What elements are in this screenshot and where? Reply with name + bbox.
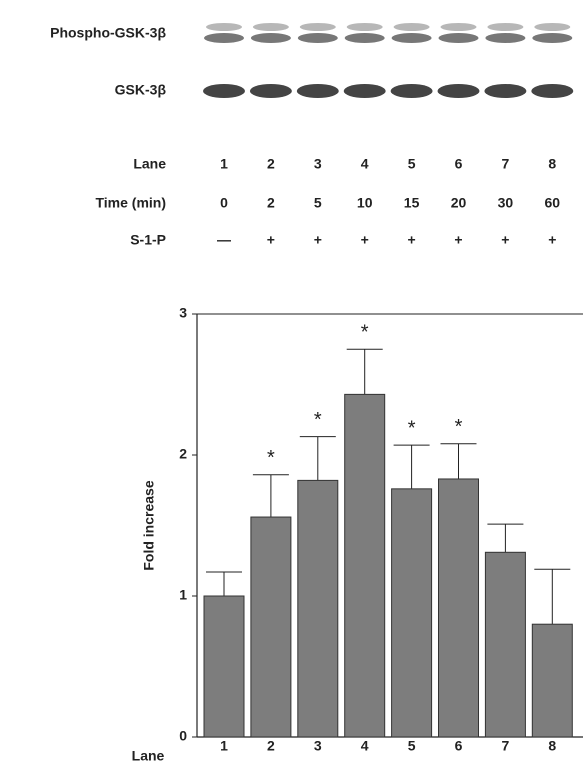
band	[531, 84, 573, 98]
band	[203, 84, 245, 98]
band	[392, 33, 432, 43]
x-tick-label: 8	[548, 738, 556, 754]
y-tick-label: 3	[179, 305, 187, 321]
x-axis-label: Lane	[132, 748, 165, 763]
band	[250, 84, 292, 98]
band	[297, 84, 339, 98]
y-tick-label: 1	[179, 587, 187, 603]
condition-label: Time (min)	[95, 195, 166, 211]
condition-cell: 20	[451, 195, 467, 211]
condition-label: Lane	[133, 156, 166, 172]
band	[251, 33, 291, 43]
band	[485, 33, 525, 43]
condition-cell: 8	[548, 156, 556, 172]
y-tick-label: 0	[179, 728, 187, 744]
band	[206, 23, 242, 31]
page: {"blot": { "row_labels": ["Phospho-GSK-3…	[0, 0, 583, 763]
bar	[345, 394, 385, 737]
condition-cell: 5	[314, 195, 322, 211]
band	[345, 33, 385, 43]
condition-cell: +	[267, 232, 275, 248]
condition-cell: +	[548, 232, 556, 248]
bar	[532, 624, 572, 737]
band	[394, 23, 430, 31]
bar	[392, 489, 432, 737]
condition-cell: 2	[267, 156, 275, 172]
band	[439, 33, 479, 43]
significance-marker: *	[361, 322, 369, 344]
bar	[439, 479, 479, 737]
condition-cell: 60	[545, 195, 561, 211]
x-tick-label: 5	[408, 738, 416, 754]
y-tick-label: 2	[179, 446, 187, 462]
condition-cell: 4	[361, 156, 369, 172]
condition-cell: +	[361, 232, 369, 248]
x-tick-label: 7	[502, 738, 510, 754]
x-tick-label: 4	[361, 738, 369, 754]
condition-cell: +	[408, 232, 416, 248]
x-tick-label: 2	[267, 738, 275, 754]
condition-cell: —	[217, 232, 231, 248]
condition-cell: 30	[498, 195, 514, 211]
band	[347, 23, 383, 31]
condition-cell: 2	[267, 195, 275, 211]
band	[438, 84, 480, 98]
band	[487, 23, 523, 31]
blot-row-label: Phospho-GSK-3β	[50, 25, 166, 41]
band	[391, 84, 433, 98]
condition-cell: +	[454, 232, 462, 248]
significance-marker: *	[267, 447, 275, 469]
band	[532, 33, 572, 43]
band	[298, 33, 338, 43]
condition-cell: 0	[220, 195, 228, 211]
condition-cell: +	[314, 232, 322, 248]
x-tick-label: 1	[220, 738, 228, 754]
x-tick-label: 6	[455, 738, 463, 754]
condition-cell: 10	[357, 195, 373, 211]
bar	[251, 517, 291, 737]
significance-marker: *	[455, 416, 463, 438]
band	[253, 23, 289, 31]
bar	[485, 552, 525, 737]
condition-cell: 3	[314, 156, 322, 172]
band	[300, 23, 336, 31]
condition-label: S-1-P	[130, 232, 166, 248]
blot-row-label: GSK-3β	[115, 82, 167, 98]
bar	[298, 480, 338, 737]
band	[534, 23, 570, 31]
bar	[204, 596, 244, 737]
significance-marker: *	[408, 417, 416, 439]
band	[344, 84, 386, 98]
condition-cell: 15	[404, 195, 420, 211]
significance-marker: *	[314, 409, 322, 431]
condition-cell: 7	[502, 156, 510, 172]
band	[441, 23, 477, 31]
condition-cell: 1	[220, 156, 228, 172]
condition-cell: 6	[455, 156, 463, 172]
condition-cell: 5	[408, 156, 416, 172]
band	[204, 33, 244, 43]
y-axis-label: Fold increase	[141, 480, 157, 570]
condition-cell: +	[501, 232, 509, 248]
x-tick-label: 3	[314, 738, 322, 754]
figure: Phospho-GSK-3β GSK-3β Lane 1 2 3 4 5 6 7 8 Time (mi…	[0, 0, 583, 763]
band	[484, 84, 526, 98]
